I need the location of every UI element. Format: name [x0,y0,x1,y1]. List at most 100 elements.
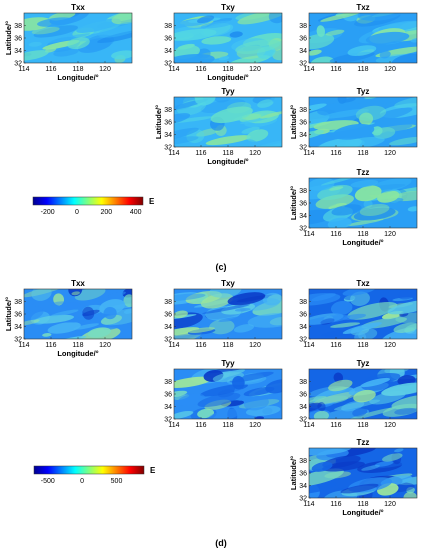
field-blob [196,128,220,137]
field-texture [174,289,282,339]
field-blob [123,309,132,314]
y-tick-label: 38 [299,23,307,30]
x-tick-label: 114 [168,66,179,73]
field-blob [360,377,391,388]
field-blob [174,136,199,146]
heatmap-panel-txx: Txx 114 116 118 120 32 34 36 38 Longitude/° Latitu… [4,3,133,82]
panel-title: Txy [221,279,235,288]
colorbar: -500 0 500 E [33,465,156,485]
x-tick-label: 118 [222,66,233,73]
field-blob [350,179,379,188]
field-blob [309,49,322,56]
x-tick-label: 114 [18,342,29,349]
field-blob [24,289,66,298]
y-tick-label: 34 [164,132,172,139]
field-blob [357,13,402,21]
field-blob [214,97,231,103]
field-blob [328,379,353,392]
field-blob [309,178,335,191]
field-blob [122,289,132,298]
y-tick-label: 34 [299,324,307,331]
y-tick-label: 34 [299,132,307,139]
x-tick-label: 114 [303,150,314,157]
field-blob [365,31,410,45]
x-tick-label: 118 [222,342,233,349]
field-blob [174,390,188,398]
y-tick-label: 38 [164,299,172,306]
field-blob [309,468,344,487]
field-blob [216,97,251,110]
y-tick-label: 34 [299,48,307,55]
x-tick-label: 120 [384,66,396,73]
field-blob [241,126,260,134]
field-texture [309,289,417,339]
field-blob [174,410,194,419]
field-blob [73,323,100,330]
field-blob [354,185,382,202]
x-axis-label: Longitude/° [342,508,383,517]
x-tick-label: 116 [330,422,341,429]
field-blob [397,289,417,300]
heatmap-panel-tyz: Tyz 114 116 118 120 32 34 36 38 [299,359,418,429]
x-tick-label: 114 [168,150,179,157]
field-blob [246,129,269,142]
field-blob [197,15,215,24]
field-blob [33,25,79,38]
x-tick-label: 114 [168,342,179,349]
x-tick-label: 116 [195,150,206,157]
heatmap-panel-tzz: Tzz 114 116 118 120 32 34 36 38 Longitude/° Latitu… [289,168,418,247]
field-blob [359,203,390,217]
heatmap-panel-txy: Txy 114 116 118 120 32 34 36 38 Longitude/° [164,3,283,82]
field-blob [333,487,343,492]
field-blob [347,45,377,56]
field-blob [254,139,282,147]
field-blob [333,372,344,383]
heatmap-panel-txz: Txz 114 116 118 120 32 34 36 38 [299,279,418,349]
field-blob [209,319,235,335]
x-axis-label: Longitude/° [57,73,98,82]
colorbar-tick-label: -200 [41,209,55,216]
panel-title: Txy [221,3,235,12]
panel-title: Txz [356,279,369,288]
field-blob [174,310,188,319]
field-blob [325,29,345,36]
x-tick-label: 114 [303,501,314,508]
colorbar-tick-label: 500 [111,478,123,485]
field-blob [218,315,250,322]
y-tick-label: 36 [299,120,307,127]
field-blob [353,389,376,403]
y-tick-label: 36 [299,392,307,399]
y-tick-label: 32 [299,226,307,233]
field-texture [24,13,132,63]
colorbar: -200 0 200 400 E [32,196,155,216]
field-blob [240,117,268,124]
field-blob [353,207,396,221]
field-blob [370,107,413,122]
field-blob [174,127,199,143]
field-blob [394,407,417,415]
field-blob [247,312,282,328]
field-blob [334,399,381,411]
x-axis-label: Longitude/° [207,73,248,82]
field-blob [67,37,90,50]
field-blob [235,39,281,55]
field-blob [49,301,66,306]
field-blob [261,135,282,146]
y-tick-label: 36 [164,120,172,127]
field-blob [363,199,373,209]
colorbar-gradient [33,465,145,475]
field-blob [31,289,52,301]
field-texture [309,97,417,147]
y-tick-label: 32 [14,337,22,344]
x-tick-label: 116 [330,501,341,508]
field-blob [384,369,410,374]
caption-d: (d) [215,538,227,548]
field-blob [218,56,230,61]
y-axis-label: Latitude/° [4,21,13,55]
field-blob [107,291,126,298]
field-blob [111,50,132,60]
field-blob [97,21,132,38]
field-blob [359,112,374,126]
field-texture [24,289,132,339]
